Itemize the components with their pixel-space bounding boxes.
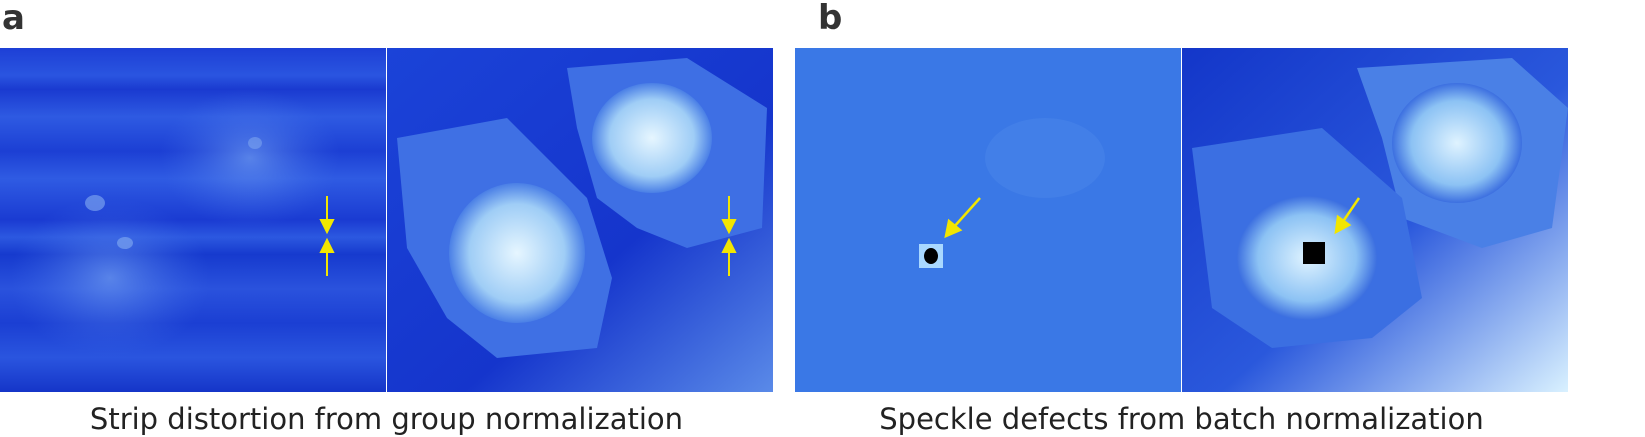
image-b-right <box>1182 48 1568 392</box>
panel-label-a: a <box>2 0 25 38</box>
image-b-left <box>795 48 1181 392</box>
image-a-left <box>0 48 386 392</box>
image-a-right <box>387 48 773 392</box>
panel-label-b: b <box>818 0 842 38</box>
speckle-defect <box>1303 242 1325 264</box>
caption-a: Strip distortion from group normalizatio… <box>0 402 773 436</box>
caption-b: Speckle defects from batch normalization <box>795 402 1568 436</box>
